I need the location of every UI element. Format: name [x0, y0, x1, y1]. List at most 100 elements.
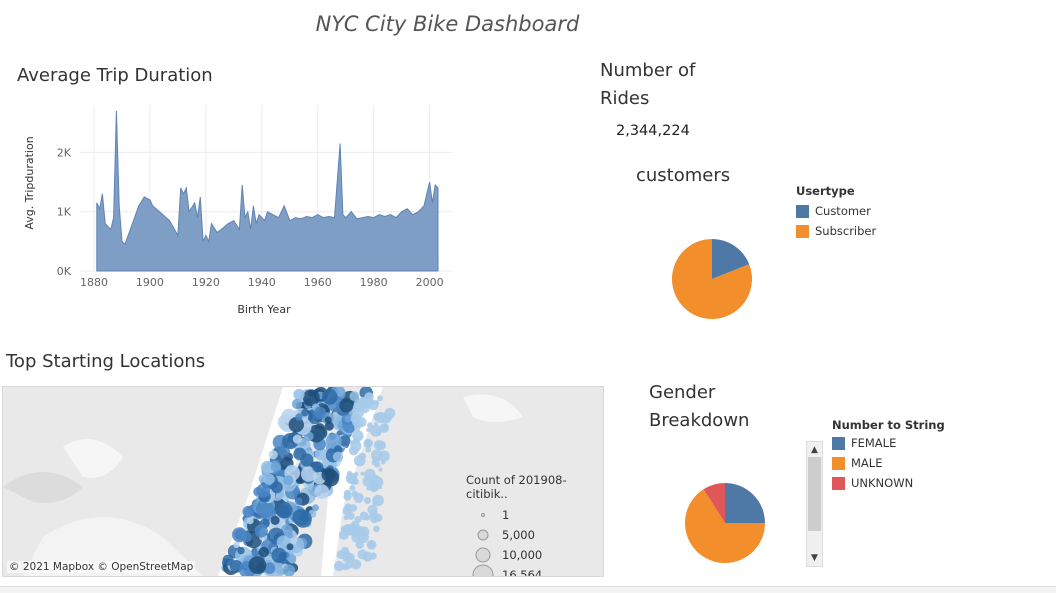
station-bubble[interactable] [343, 515, 349, 521]
station-bubble[interactable] [358, 526, 370, 538]
station-bubble[interactable] [349, 485, 356, 491]
legend-item-male[interactable]: MALE [832, 453, 945, 473]
station-bubble[interactable] [357, 549, 368, 560]
station-bubble[interactable] [366, 539, 377, 550]
station-bubble[interactable] [256, 483, 270, 498]
station-bubble[interactable] [326, 433, 342, 449]
station-bubble[interactable] [302, 389, 320, 407]
station-bubble[interactable] [263, 473, 275, 485]
station-bubble[interactable] [360, 471, 365, 476]
station-bubble[interactable] [292, 509, 309, 526]
pie-slice-customer[interactable] [712, 239, 750, 279]
station-bubble[interactable] [339, 435, 351, 447]
station-bubble[interactable] [367, 504, 378, 515]
station-bubble[interactable] [377, 395, 383, 402]
station-bubble[interactable] [371, 459, 377, 466]
station-bubble[interactable] [378, 450, 390, 462]
station-bubble[interactable] [349, 391, 360, 402]
station-bubble[interactable] [271, 547, 287, 563]
scroll-down-icon[interactable]: ▼ [811, 553, 818, 563]
station-bubble[interactable] [321, 467, 336, 482]
station-bubble[interactable] [339, 398, 354, 413]
station-bubble[interactable] [378, 467, 383, 472]
station-bubble[interactable] [344, 524, 357, 536]
station-bubble[interactable] [367, 422, 373, 429]
station-bubble[interactable] [333, 445, 343, 454]
station-bubble[interactable] [354, 516, 362, 523]
station-bubble[interactable] [358, 452, 366, 460]
station-bubble[interactable] [344, 560, 353, 569]
station-bubble[interactable] [363, 496, 372, 505]
gender-legend-scrollbar[interactable]: ▲ ▼ [806, 441, 823, 567]
station-bubble[interactable] [366, 486, 371, 491]
station-bubble[interactable] [365, 446, 372, 453]
station-bubble[interactable] [348, 445, 359, 456]
pie-slice-female[interactable] [725, 483, 765, 523]
station-bubble[interactable] [344, 552, 355, 563]
station-bubble[interactable] [263, 562, 276, 574]
station-bubble[interactable] [300, 453, 314, 467]
station-bubble[interactable] [364, 400, 373, 409]
legend-item-customer[interactable]: Customer [796, 201, 876, 221]
station-bubble[interactable] [372, 476, 384, 488]
scroll-up-icon[interactable]: ▲ [811, 445, 818, 455]
station-bubble[interactable] [260, 460, 274, 474]
map-canvas[interactable] [3, 387, 603, 576]
station-bubble[interactable] [300, 466, 317, 482]
station-bubble[interactable] [295, 497, 303, 505]
station-bubble[interactable] [372, 494, 384, 507]
station-bubble[interactable] [374, 400, 380, 406]
station-bubble[interactable] [342, 506, 352, 516]
trip-duration-chart[interactable]: 1880 1900 1920 1940 1960 1980 2000 0K 1K 2K Birt… [0, 95, 470, 330]
station-bubble[interactable] [336, 550, 346, 560]
pie-slice-subscriber[interactable] [671, 239, 752, 319]
station-bubble[interactable] [364, 514, 371, 521]
station-bubble[interactable] [344, 415, 352, 423]
pie-slice-unknown[interactable] [703, 483, 725, 523]
station-bubble[interactable] [292, 434, 302, 444]
station-bubble[interactable] [312, 461, 324, 473]
station-bubble[interactable] [222, 554, 234, 566]
station-bubble[interactable] [242, 505, 255, 518]
station-bubble[interactable] [254, 524, 268, 538]
legend-item-unknown[interactable]: UNKNOWN [832, 473, 945, 493]
scrollbar-thumb[interactable] [808, 457, 821, 531]
station-bubble[interactable] [286, 543, 294, 551]
legend-item-subscriber[interactable]: Subscriber [796, 221, 876, 241]
station-bubble[interactable] [241, 531, 252, 543]
station-bubble[interactable] [248, 556, 267, 574]
station-bubble[interactable] [373, 525, 380, 533]
station-bubble[interactable] [351, 533, 361, 543]
station-bubble[interactable] [295, 413, 303, 421]
station-bubble[interactable] [291, 398, 303, 410]
station-bubble[interactable] [332, 451, 344, 462]
station-bubble[interactable] [370, 514, 379, 523]
station-bubble[interactable] [301, 409, 309, 417]
station-bubble[interactable] [352, 418, 360, 427]
station-bubble[interactable] [314, 406, 327, 419]
station-bubble[interactable] [293, 388, 305, 401]
station-bubble[interactable] [283, 564, 296, 576]
station-bubble[interactable] [237, 546, 245, 555]
station-bubble[interactable] [270, 462, 280, 472]
station-bubble[interactable] [346, 470, 353, 477]
station-bubble[interactable] [256, 500, 274, 518]
locations-map[interactable]: © 2021 Mapbox © OpenStreetMap Count of 2… [2, 386, 604, 577]
station-bubble[interactable] [343, 489, 351, 497]
station-bubble[interactable] [379, 423, 390, 433]
station-bubble[interactable] [334, 560, 345, 572]
station-bubble[interactable] [324, 421, 334, 431]
station-bubble[interactable] [286, 532, 293, 539]
station-bubble[interactable] [258, 546, 269, 558]
station-bubble[interactable] [312, 504, 319, 512]
station-bubble[interactable] [366, 427, 371, 433]
station-bubble[interactable] [276, 504, 291, 519]
station-bubble[interactable] [321, 388, 338, 405]
station-bubble[interactable] [376, 440, 387, 451]
station-bubble[interactable] [315, 447, 328, 461]
station-bubble[interactable] [283, 475, 294, 486]
legend-item-female[interactable]: FEMALE [832, 433, 945, 453]
station-bubble[interactable] [233, 541, 240, 549]
station-bubble[interactable] [384, 407, 396, 419]
gender-pie-chart[interactable] [683, 481, 767, 565]
